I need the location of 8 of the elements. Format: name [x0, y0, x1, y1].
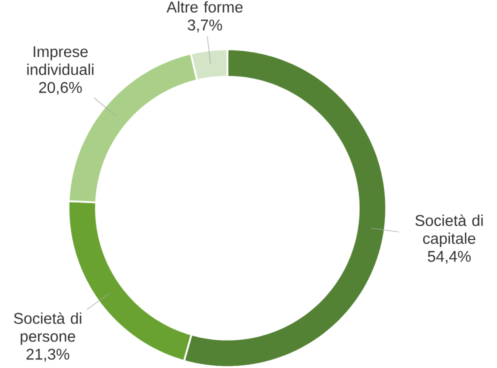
slice-label: Altre forme — [166, 1, 243, 13]
slice-label: Società di persone — [14, 312, 82, 345]
data-label: 20,6% — [39, 82, 82, 95]
slice-label: Imprese individuali — [27, 46, 94, 76]
data-label: 3,7% — [188, 20, 222, 32]
data-label: 21,3% — [26, 348, 70, 362]
slice-label: Società di capitale — [415, 214, 483, 248]
data-label: 54,4% — [428, 251, 471, 264]
